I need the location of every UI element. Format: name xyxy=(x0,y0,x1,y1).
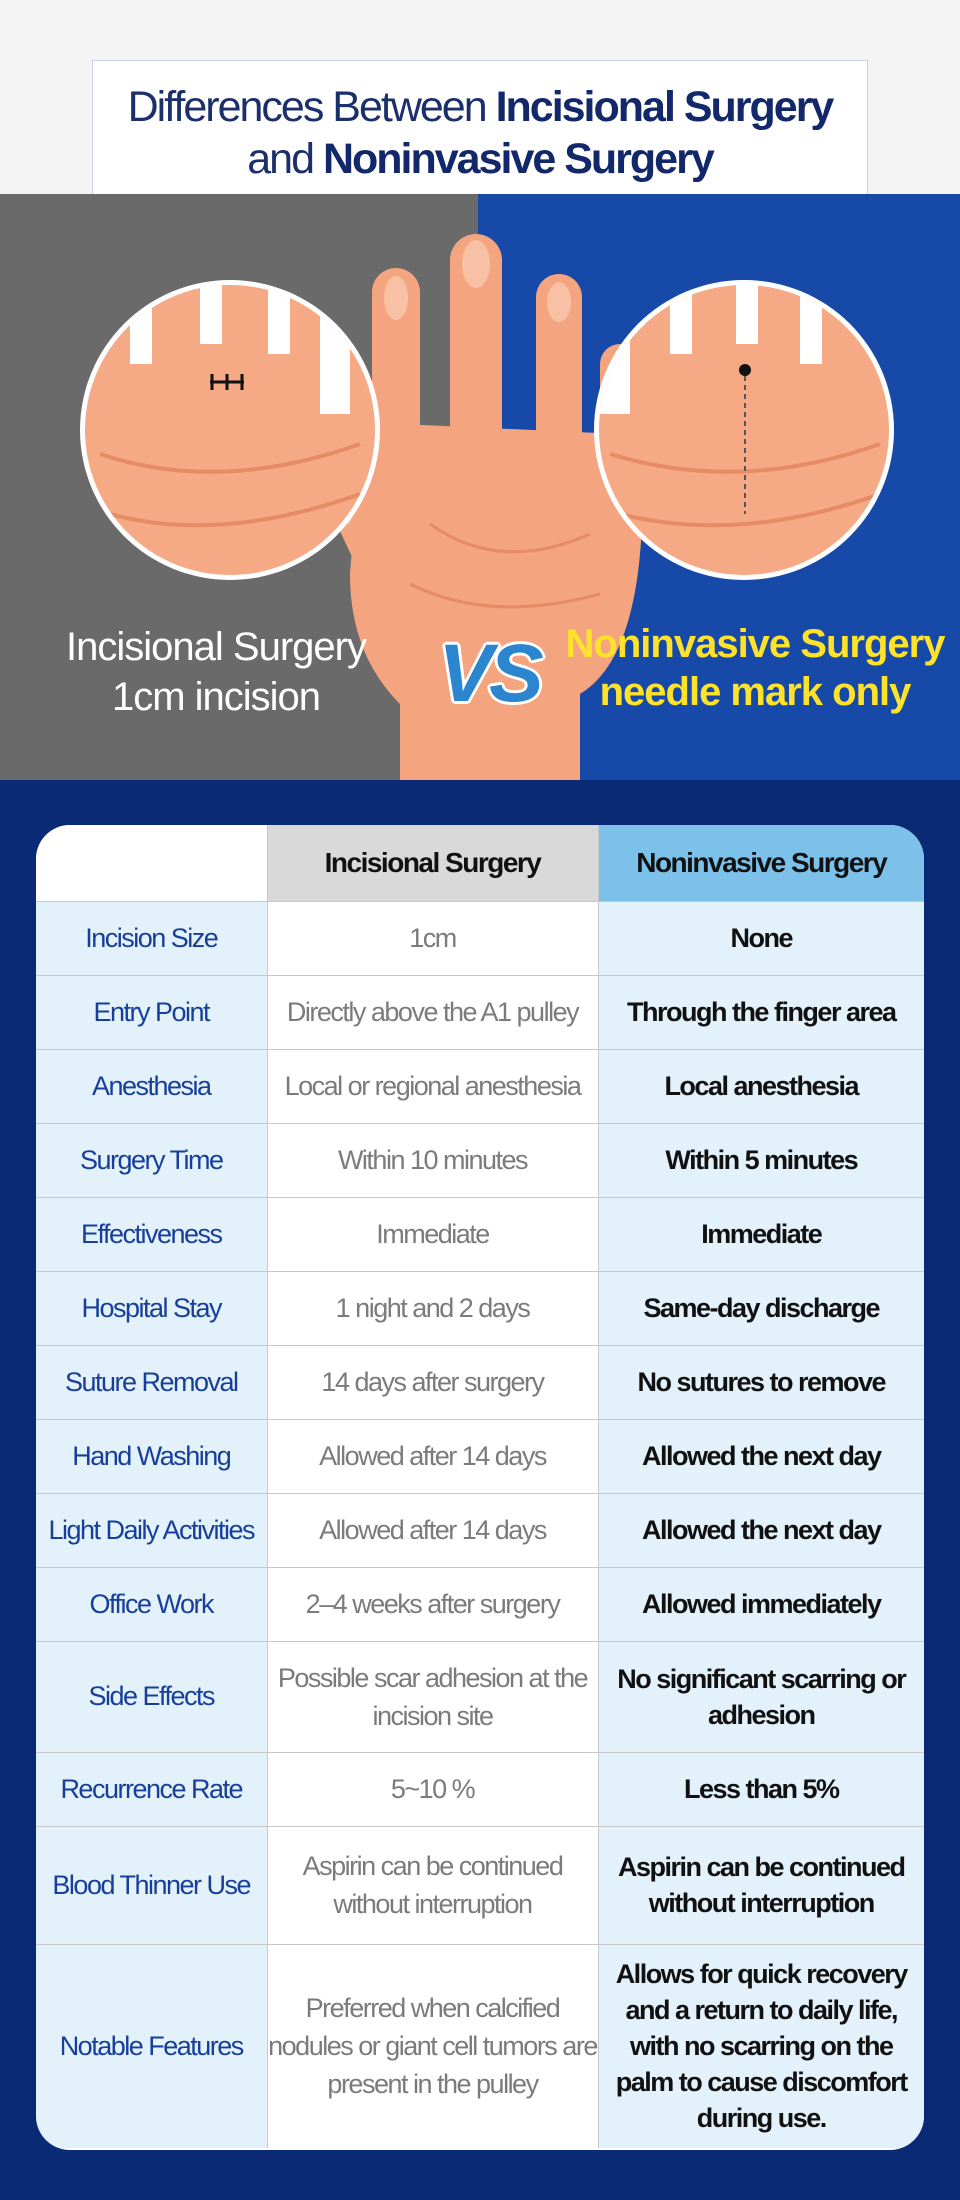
row-label: Suture Removal xyxy=(36,1344,268,1420)
incisional-caption-title: Incisional Surgery xyxy=(66,625,367,669)
row-label: Hospital Stay xyxy=(36,1270,268,1346)
table-row: Blood Thinner Use Aspirin can be continu… xyxy=(36,1825,924,1945)
comparison-card: Incisional Surgery Noninvasive Surgery I… xyxy=(36,825,924,2150)
incisional-cell: 2–4 weeks after surgery xyxy=(266,1566,599,1642)
incisional-cell: Allowed after 14 days xyxy=(266,1418,599,1494)
incisional-caption-subtitle: 1cm incision xyxy=(111,675,321,719)
noninvasive-cell: Allowed immediately xyxy=(597,1566,924,1642)
incisional-cell: Aspirin can be continued without interru… xyxy=(266,1825,599,1945)
incisional-caption: Incisional Surgery 1cm incision xyxy=(40,622,392,722)
row-label: Side Effects xyxy=(36,1640,268,1753)
incisional-cell: Allowed after 14 days xyxy=(266,1492,599,1568)
table-row: Surgery Time Within 10 minutes Within 5 … xyxy=(36,1122,924,1198)
title-bold-incisional: Incisional Surgery xyxy=(495,83,835,131)
hand-illustration xyxy=(80,234,894,780)
title-bold-noninvasive: Noninvasive Surgery xyxy=(322,135,715,183)
needle-zoom-circle xyxy=(594,280,894,580)
table-row: Side Effects Possible scar adhesion at t… xyxy=(36,1640,924,1753)
row-label: Office Work xyxy=(36,1566,268,1642)
noninvasive-cell: Allowed the next day xyxy=(597,1492,924,1568)
incisional-cell: Immediate xyxy=(266,1196,599,1272)
row-label: Notable Features xyxy=(36,1943,268,2148)
table-row: Suture Removal 14 days after surgery No … xyxy=(36,1344,924,1420)
header-incisional: Incisional Surgery xyxy=(266,825,599,902)
table-row: Hand Washing Allowed after 14 days Allow… xyxy=(36,1418,924,1494)
row-label: Recurrence Rate xyxy=(36,1751,268,1827)
row-label: Light Daily Activities xyxy=(36,1492,268,1568)
header-noninvasive: Noninvasive Surgery xyxy=(597,825,924,902)
noninvasive-cell: Local anesthesia xyxy=(597,1048,924,1124)
row-label: Incision Size xyxy=(36,900,268,976)
noninvasive-cell: No sutures to remove xyxy=(597,1344,924,1420)
noninvasive-cell: Within 5 minutes xyxy=(597,1122,924,1198)
noninvasive-caption: Noninvasive Surgery needle mark only xyxy=(565,620,946,716)
noninvasive-cell: Same-day discharge xyxy=(597,1270,924,1346)
title-line-2: and Noninvasive Surgery xyxy=(93,133,867,185)
table-row: Effectiveness Immediate Immediate xyxy=(36,1196,924,1272)
row-label: Entry Point xyxy=(36,974,268,1050)
table-row: Hospital Stay 1 night and 2 days Same-da… xyxy=(36,1270,924,1346)
noninvasive-caption-subtitle: needle mark only xyxy=(599,670,912,714)
header-blank-cell xyxy=(36,825,268,902)
table-row: Incision Size 1cm None xyxy=(36,900,924,976)
incisional-cell: Within 10 minutes xyxy=(266,1122,599,1198)
noninvasive-cell: Less than 5% xyxy=(597,1751,924,1827)
table-header-row: Incisional Surgery Noninvasive Surgery xyxy=(36,825,924,902)
title-text: and xyxy=(247,135,323,183)
incision-zoom-circle xyxy=(80,280,380,580)
incisional-cell: Directly above the A1 pulley xyxy=(266,974,599,1050)
incisional-cell: Preferred when calcified nodules or gian… xyxy=(266,1943,599,2148)
incisional-cell: 14 days after surgery xyxy=(266,1344,599,1420)
table-row: Recurrence Rate 5~10 % Less than 5% xyxy=(36,1751,924,1827)
comparison-table: Incisional Surgery Noninvasive Surgery I… xyxy=(36,825,924,2148)
row-label: Hand Washing xyxy=(36,1418,268,1494)
table-row: Notable Features Preferred when calcifie… xyxy=(36,1943,924,2148)
noninvasive-cell: Through the finger area xyxy=(597,974,924,1050)
noninvasive-cell: Aspirin can be continued without interru… xyxy=(597,1825,924,1945)
table-row: Light Daily Activities Allowed after 14 … xyxy=(36,1492,924,1568)
row-label: Effectiveness xyxy=(36,1196,268,1272)
row-label: Blood Thinner Use xyxy=(36,1825,268,1945)
title-box: Differences Between Incisional Surgery a… xyxy=(92,60,868,194)
noninvasive-caption-title: Noninvasive Surgery xyxy=(565,622,946,666)
incisional-cell: 5~10 % xyxy=(266,1751,599,1827)
header: Differences Between Incisional Surgery a… xyxy=(0,0,960,194)
table-row: Anesthesia Local or regional anesthesia … xyxy=(36,1048,924,1124)
noninvasive-cell: Allowed the next day xyxy=(597,1418,924,1494)
incisional-cell: 1cm xyxy=(266,900,599,976)
noninvasive-cell: Immediate xyxy=(597,1196,924,1272)
title-line-1: Differences Between Incisional Surgery xyxy=(93,81,867,133)
row-label: Anesthesia xyxy=(36,1048,268,1124)
incisional-cell: 1 night and 2 days xyxy=(266,1270,599,1346)
title-text: Differences Between xyxy=(127,83,496,131)
vs-label: VS xyxy=(438,628,543,719)
hero-illustration: Incisional Surgery 1cm incision VS Nonin… xyxy=(0,194,960,780)
incisional-cell: Local or regional anesthesia xyxy=(266,1048,599,1124)
noninvasive-cell: Allows for quick recovery and a return t… xyxy=(597,1943,924,2148)
row-label: Surgery Time xyxy=(36,1122,268,1198)
noninvasive-cell: None xyxy=(597,900,924,976)
noninvasive-cell: No significant scarring or adhesion xyxy=(597,1640,924,1753)
table-row: Entry Point Directly above the A1 pulley… xyxy=(36,974,924,1050)
comparison-section: Incisional Surgery Noninvasive Surgery I… xyxy=(0,780,960,2200)
table-row: Office Work 2–4 weeks after surgery Allo… xyxy=(36,1566,924,1642)
incisional-cell: Possible scar adhesion at the incision s… xyxy=(266,1640,599,1753)
